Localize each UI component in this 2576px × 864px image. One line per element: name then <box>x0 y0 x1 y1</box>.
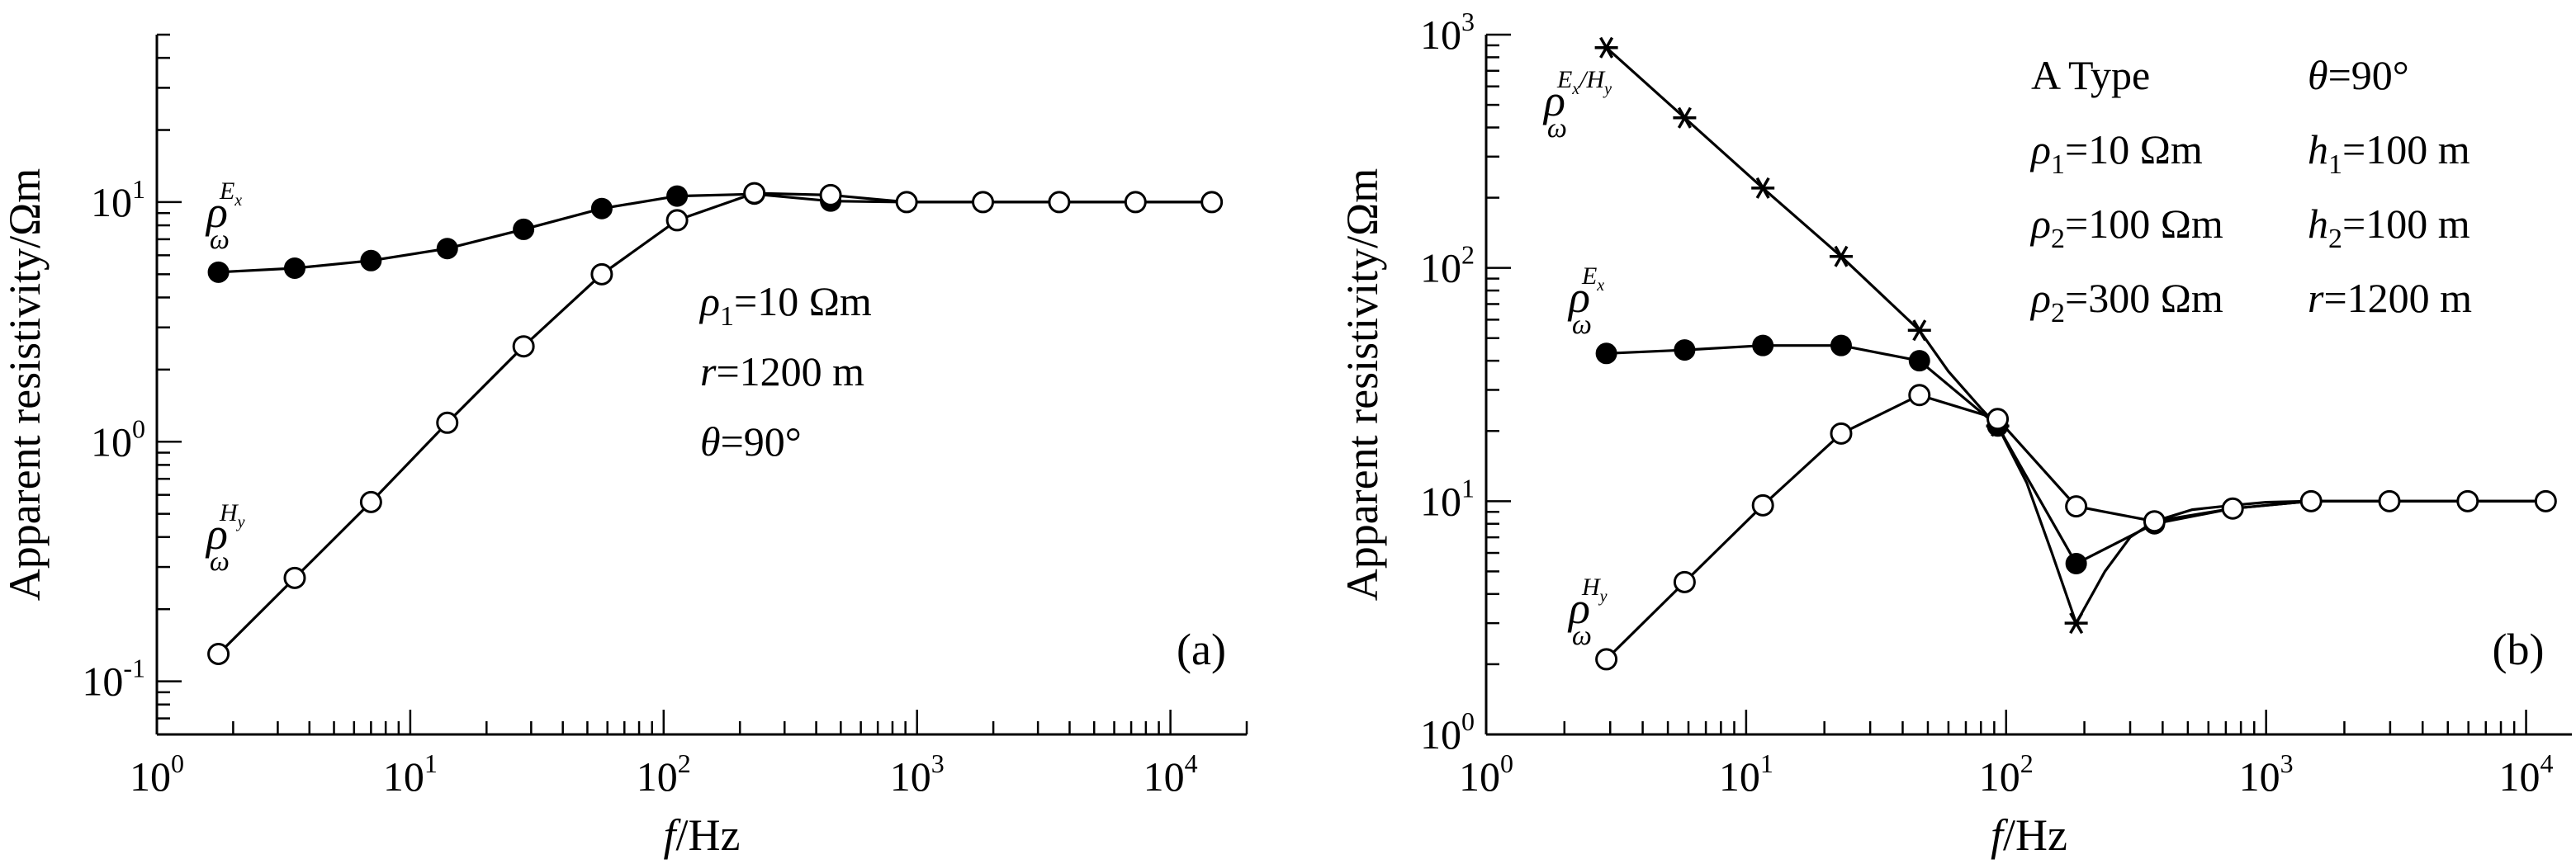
data-point-open <box>1673 570 1696 593</box>
data-point-open <box>2143 510 2166 533</box>
data-point-asterisk <box>2064 612 2088 635</box>
y-tick-label: 10-1 <box>82 654 145 705</box>
data-point-asterisk <box>1751 177 1775 199</box>
y-tick-label: 101 <box>91 174 145 225</box>
data-point-filled <box>1595 342 1617 365</box>
parameter-text: A Type <box>2031 52 2150 98</box>
parameter-text: h1=100 m <box>2308 126 2470 180</box>
data-point-open <box>2456 489 2479 512</box>
parameter-text: ρ2=100 Ωm <box>2029 201 2223 254</box>
data-point-open <box>895 191 918 214</box>
x-tick-label: 101 <box>1719 748 1773 800</box>
parameter-text: ρ1=10 Ωm <box>2029 126 2203 180</box>
asterisk-stroke <box>1677 106 1692 129</box>
data-point-open <box>2534 489 2557 512</box>
data-point-open <box>819 183 842 206</box>
x-tick-label: 104 <box>1144 748 1198 800</box>
annotation-text: r=1200 m <box>700 348 864 394</box>
data-point-open <box>1595 648 1618 671</box>
data-point-open <box>436 411 459 434</box>
data-point-open <box>359 490 382 513</box>
data-point-filled <box>1908 350 1930 372</box>
y-tick-label: 103 <box>1420 7 1475 58</box>
data-point-asterisk <box>1829 245 1853 267</box>
data-point-open <box>743 182 766 205</box>
x-tick-label: 102 <box>637 748 691 800</box>
parameter-text: h2=100 m <box>2308 201 2470 254</box>
x-axis-title: f/Hz <box>664 810 741 860</box>
series-line <box>217 191 1212 655</box>
panel-label: (b) <box>2493 625 2545 674</box>
series-line <box>1606 344 2546 566</box>
series-label: ρ ωHy <box>1567 574 1608 651</box>
x-tick-label: 103 <box>2239 748 2294 800</box>
x-tick-label: 104 <box>2499 748 2554 800</box>
data-point-filled <box>436 238 458 260</box>
data-point-filled <box>2065 552 2087 574</box>
data-point-filled <box>513 218 535 240</box>
data-point-open <box>1986 408 2010 431</box>
parameter-text: r=1200 m <box>2308 275 2472 321</box>
data-point-filled <box>1830 334 1852 356</box>
data-point-open <box>1908 384 1931 407</box>
data-point-open <box>1048 191 1071 214</box>
data-point-filled <box>1674 339 1696 361</box>
y-axis-title: Apparent resistivity/Ωm <box>1338 168 1387 602</box>
data-point-filled <box>360 249 382 271</box>
data-point-open <box>207 643 230 666</box>
data-point-open <box>1830 422 1853 445</box>
asterisk-stroke <box>1834 245 1849 267</box>
x-axis-title: f/Hz <box>1991 810 2067 860</box>
data-point-open <box>283 566 306 589</box>
y-tick-label: 101 <box>1420 473 1475 524</box>
x-tick-label: 100 <box>1459 748 1513 800</box>
annotation-text: ρ1=10 Ωm <box>698 278 872 332</box>
data-point-asterisk <box>1907 319 1931 342</box>
data-point-asterisk <box>1594 36 1618 59</box>
data-point-open <box>590 262 613 286</box>
chart-panel-b: 100 101 102 103 104 100 101 102 103 f/Hz Apparent … <box>1338 7 2572 860</box>
x-tick-label: 100 <box>130 748 184 800</box>
data-point-open <box>665 209 689 232</box>
parameter-text: θ=90° <box>2308 52 2409 98</box>
data-point-open <box>2299 489 2323 512</box>
series-label: ρ ωEx <box>1567 262 1604 340</box>
series-label: ρ ωEx/Hy <box>1542 66 1612 144</box>
annotation-text: θ=90° <box>700 418 802 465</box>
x-tick-label: 101 <box>383 748 438 800</box>
y-tick-label: 100 <box>1420 706 1475 758</box>
data-point-filled <box>666 185 689 207</box>
parameter-text: ρ2=300 Ωm <box>2029 275 2223 328</box>
x-tick-label: 103 <box>890 748 945 800</box>
data-point-open <box>2065 495 2088 518</box>
data-point-open <box>2221 497 2244 520</box>
data-point-open <box>1751 493 1774 517</box>
data-point-open <box>1124 191 1147 214</box>
data-point-filled <box>1752 334 1774 356</box>
x-tick-label: 102 <box>1979 748 2034 800</box>
asterisk-stroke <box>1912 319 1927 342</box>
y-tick-label: 100 <box>91 413 145 465</box>
y-tick-label: 102 <box>1420 240 1475 291</box>
asterisk-stroke <box>1599 36 1614 59</box>
data-point-filled <box>590 197 613 220</box>
y-axis-title: Apparent resistivity/Ωm <box>0 168 50 602</box>
asterisk-stroke <box>1755 177 1770 199</box>
chart-panel-a: 100 101 102 103 104 10-1 100 101 f/Hz Apparent re… <box>0 33 1248 860</box>
panel-label: (a) <box>1177 625 1226 674</box>
data-point-open <box>1200 191 1224 214</box>
data-point-open <box>972 191 995 214</box>
data-point-open <box>2378 489 2401 512</box>
series-label: ρ ωEx <box>205 177 242 255</box>
data-point-open <box>512 335 535 358</box>
data-point-filled <box>283 257 305 279</box>
series-label: ρ ωHy <box>205 499 245 577</box>
data-point-filled <box>207 261 230 283</box>
asterisk-stroke <box>2069 612 2084 635</box>
data-point-asterisk <box>1673 106 1697 129</box>
